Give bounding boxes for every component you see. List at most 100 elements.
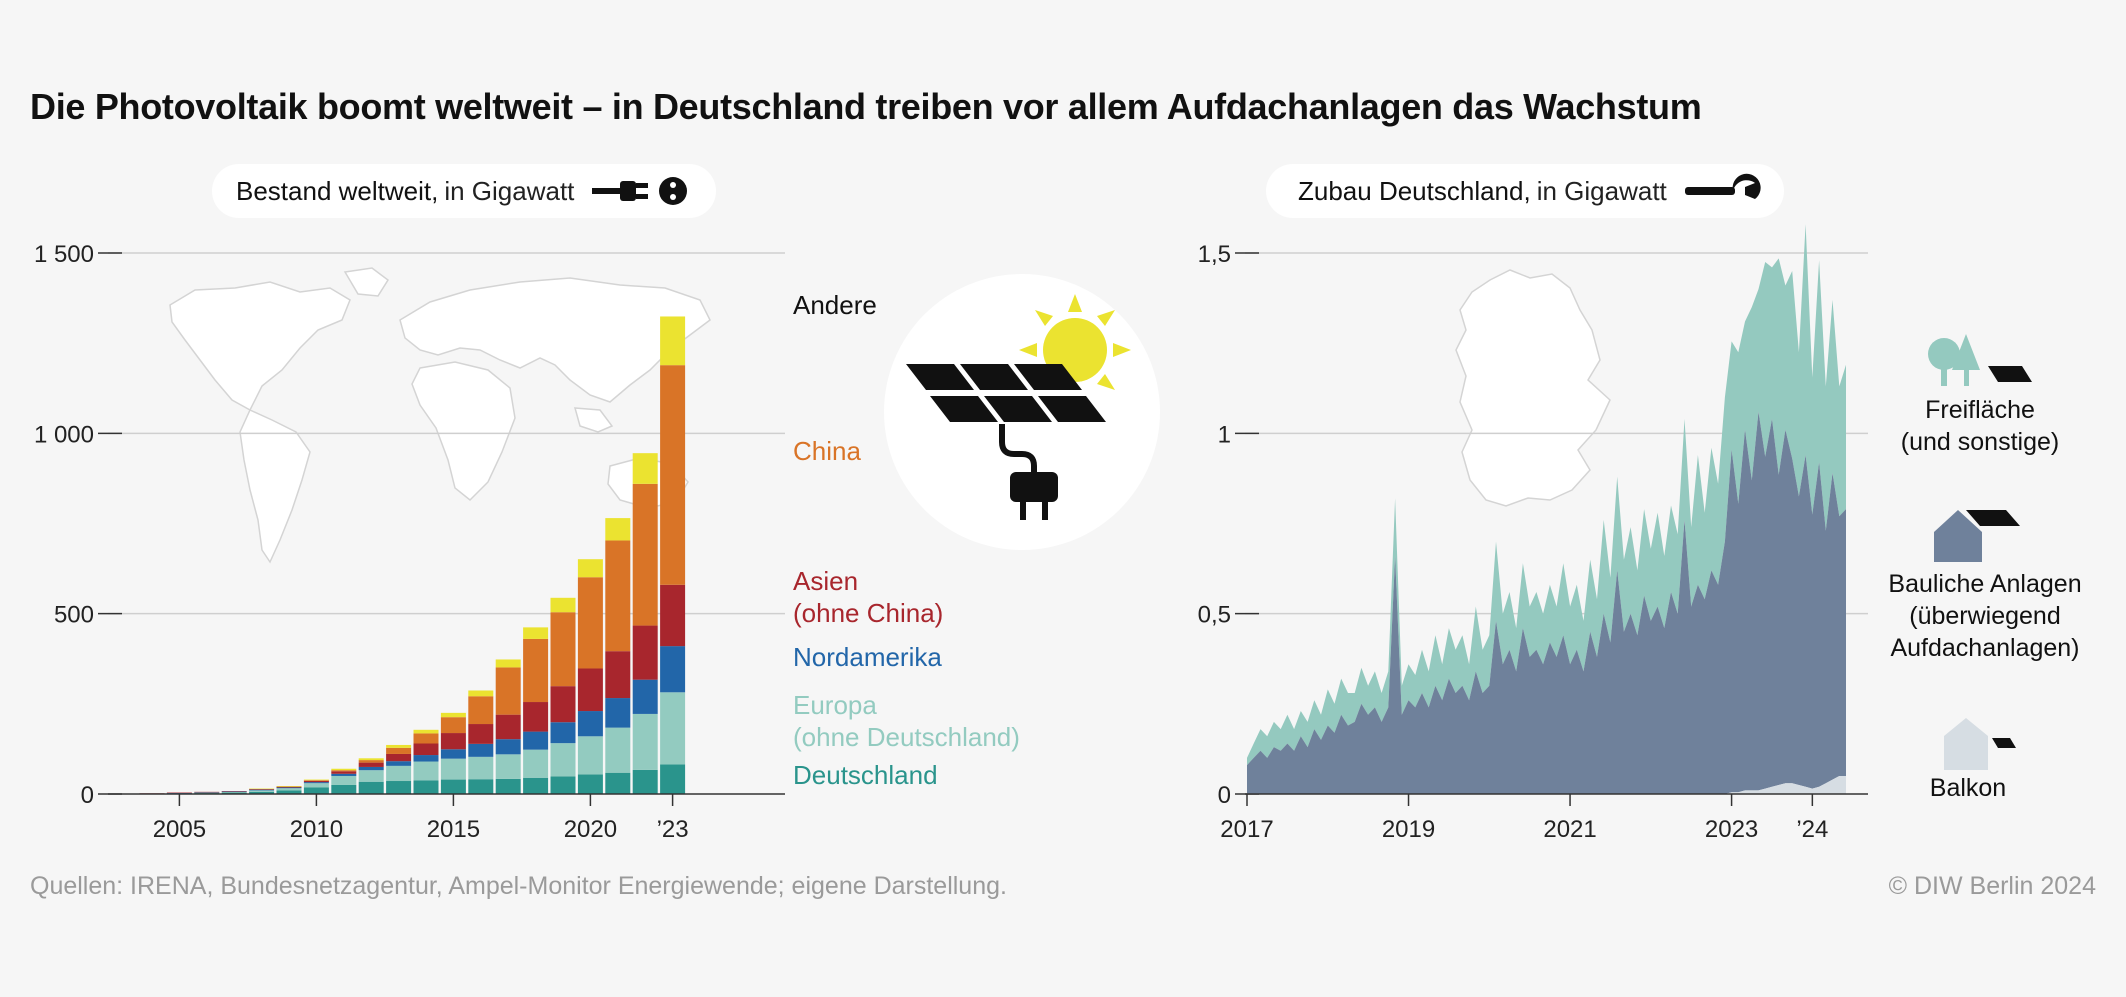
bar-segment-china-2021 — [605, 540, 631, 652]
bar-segment-nordamerika-2010 — [303, 782, 329, 784]
x-tick-label: ’24 — [1796, 816, 1828, 843]
bar-segment-andere-2018 — [523, 627, 549, 639]
bar-segment-china-2020 — [577, 577, 603, 669]
legend-freiflaeche: Freifläche (und sonstige) — [1880, 394, 2080, 458]
bar-segment-andere-2022 — [632, 453, 658, 484]
legend-europa-line2: (ohne Deutschland) — [793, 722, 1020, 752]
bar-segment-nordamerika-2021 — [605, 698, 631, 728]
x-tick-label: 2023 — [1705, 816, 1758, 843]
bar-segment-nordamerika-2013 — [386, 761, 412, 766]
area-bauliche-anlagen — [1247, 411, 1846, 794]
bar-segment-deutschland-2020 — [577, 774, 603, 794]
world-map-outline — [169, 267, 711, 564]
bar-segment-china-2010 — [303, 780, 329, 781]
bar-segment-deutschland-2018 — [523, 777, 549, 794]
legend-asien-line1: Asien — [793, 566, 859, 596]
legend-bauliche-line1: Bauliche Anlagen — [1888, 570, 2082, 598]
legend-balkon-label: Balkon — [1929, 774, 2007, 802]
bar-segment-deutschland-2008 — [249, 791, 275, 794]
bar-segment-asien-2017 — [495, 714, 521, 740]
y-tick-label: 0 — [81, 782, 94, 809]
bar-segment-asien-2022 — [632, 625, 658, 680]
x-tick-label: 2005 — [153, 816, 206, 843]
x-tick-label: 2015 — [427, 816, 480, 843]
area-balkon — [1247, 776, 1846, 794]
bar-segment-china-2022 — [632, 483, 658, 626]
bar-segment-asien-2007 — [221, 791, 247, 792]
bar-segment-deutschland-2012 — [358, 781, 384, 794]
bar-segment-europa-2007 — [221, 791, 247, 793]
legend-bauliche-anlagen: Bauliche Anlagen (überwiegend Aufdachanl… — [1860, 568, 2110, 664]
bar-segment-europa-2017 — [495, 754, 521, 779]
bar-segment-china-2011 — [331, 770, 357, 772]
bar-segment-andere-2011 — [331, 768, 357, 771]
x-tick-label: 2019 — [1382, 816, 1435, 843]
bar-segment-nordamerika-2014 — [413, 755, 439, 762]
bar-segment-andere-2023 — [660, 316, 686, 366]
bar-segment-nordamerika-2022 — [632, 679, 658, 714]
bar-segment-asien-2008 — [249, 788, 275, 790]
bar-segment-china-2017 — [495, 667, 521, 715]
bar-segment-asien-2009 — [276, 786, 302, 788]
bar-segment-nordamerika-2008 — [249, 789, 275, 791]
bar-segment-china-2015 — [440, 717, 466, 734]
left-chart-title-pill: Bestand weltweit, in Gigawatt — [212, 164, 716, 218]
bar-segment-china-2019 — [550, 612, 576, 687]
bar-segment-andere-2020 — [577, 559, 603, 578]
right-chart-title-bold: Zubau Deutschland, — [1298, 175, 1531, 206]
bar-segment-nordamerika-2018 — [523, 731, 549, 750]
balcony-icon — [1944, 718, 2016, 770]
bar-segment-deutschland-2013 — [386, 781, 412, 794]
bar-segment-europa-2006 — [194, 792, 220, 794]
bar-segment-deutschland-2010 — [303, 787, 329, 794]
bar-segment-europa-2021 — [605, 727, 631, 773]
germany-map-outline — [1455, 269, 1611, 507]
bar-segment-andere-2010 — [303, 779, 329, 781]
bar-segment-nordamerika-2006 — [194, 792, 220, 793]
bar-segment-asien-2013 — [386, 753, 412, 762]
legend-nordamerika: Nordamerika — [793, 642, 942, 672]
x-tick-label: 2017 — [1220, 816, 1273, 843]
bar-segment-deutschland-2011 — [331, 784, 357, 794]
bar-segment-europa-2013 — [386, 765, 412, 782]
y-tick-label: 1 500 — [34, 241, 94, 268]
bar-segment-andere-2013 — [386, 744, 412, 748]
legend-bauliche-line2: (überwiegend — [1909, 602, 2061, 630]
copyright-note: © DIW Berlin 2024 — [1888, 872, 2096, 900]
area-freiflaeche — [1247, 224, 1846, 766]
bar-segment-china-2016 — [468, 696, 494, 725]
bar-segment-andere-2016 — [468, 690, 494, 697]
bar-segment-asien-2016 — [468, 724, 494, 744]
x-tick-label: 2021 — [1543, 816, 1596, 843]
bar-segment-china-2014 — [413, 733, 439, 744]
bar-segment-asien-2005 — [166, 792, 192, 794]
y-tick-label: 1 — [1218, 421, 1231, 448]
bar-segment-nordamerika-2015 — [440, 749, 466, 759]
y-tick-label: 1,5 — [1198, 241, 1231, 268]
legend-bauliche-line3: Aufdachanlagen) — [1890, 634, 2080, 662]
bar-segment-china-2018 — [523, 638, 549, 703]
bar-segment-andere-2021 — [605, 518, 631, 541]
bar-segment-asien-2006 — [194, 791, 220, 793]
solar-panel-icon — [884, 274, 1160, 550]
bestand-weltweit-chart: 0 500 1 000 1 500 2005 2010 2015 2020 ’23 — [34, 241, 785, 843]
legend-andere: Andere — [793, 290, 877, 320]
legend-china: China — [793, 436, 861, 466]
bar-segment-europa-2019 — [550, 743, 576, 777]
bar-segment-deutschland-2021 — [605, 772, 631, 794]
bar-segment-andere-2014 — [413, 729, 439, 734]
bar-segment-europa-2014 — [413, 761, 439, 781]
bar-segment-china-2012 — [358, 760, 384, 763]
bar-segment-china-2009 — [276, 786, 302, 787]
bar-segment-asien-2021 — [605, 651, 631, 699]
bar-segment-europa-2011 — [331, 775, 357, 785]
bar-segment-andere-2012 — [358, 758, 384, 761]
bar-segment-nordamerika-2005 — [166, 792, 192, 794]
bar-segment-europa-2015 — [440, 758, 466, 780]
bar-segment-europa-2020 — [577, 736, 603, 775]
bar-segment-asien-2015 — [440, 733, 466, 750]
bar-segment-asien-2020 — [577, 668, 603, 712]
legend-freiflaeche-line1: Freifläche — [1925, 396, 2035, 424]
bar-segment-nordamerika-2023 — [660, 646, 686, 693]
house-solar-icon — [1934, 510, 2020, 562]
